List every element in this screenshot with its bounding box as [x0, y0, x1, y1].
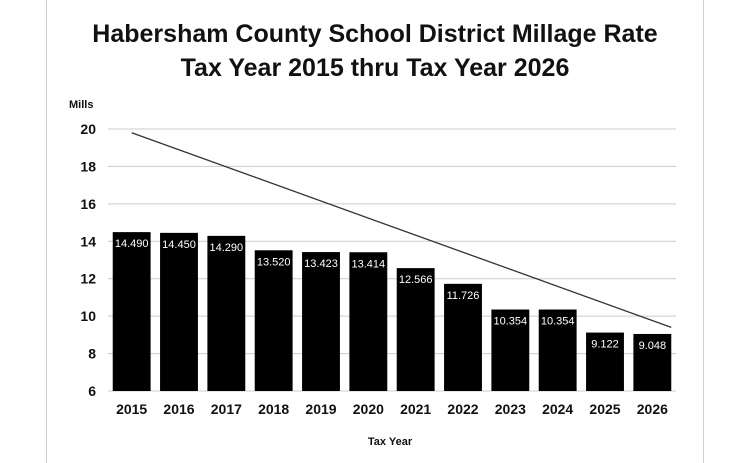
- bar-value-labels: 14.490 14.450 14.290 13.520 13.423 13.414 12.5…: [115, 238, 666, 352]
- bar-2020: [349, 252, 388, 391]
- x-tick-label-2020: 2020: [353, 401, 384, 417]
- bar-label-2017: 14.290: [210, 242, 244, 254]
- trend-line: [131, 132, 672, 328]
- bar-2022: [444, 283, 482, 391]
- bar-2017: [207, 235, 246, 391]
- bar-label-2022: 11.726: [447, 290, 480, 302]
- x-axis-ticks: 2015 2016 2017 2018 2019 2020 2021 2022 2023 2024…: [116, 401, 668, 417]
- x-axis-title: Tax Year: [368, 436, 413, 448]
- trend-line-segment: [131, 132, 672, 328]
- bar-2024: [538, 309, 577, 391]
- bar-label-2026: 9.048: [639, 340, 667, 352]
- bar-label-2019: 13.423: [304, 258, 338, 270]
- x-tick-label-2018: 2018: [258, 401, 289, 417]
- bar-2021: [396, 268, 435, 391]
- y-tick-label-8: 8: [88, 346, 96, 362]
- bar-2023: [491, 309, 530, 391]
- y-tick-label-6: 6: [88, 383, 96, 399]
- y-tick-label-20: 20: [80, 121, 96, 137]
- x-tick-label-2021: 2021: [400, 401, 431, 417]
- y-tick-label-12: 12: [80, 271, 96, 287]
- bar-label-2016: 14.450: [162, 239, 196, 251]
- bar-2015: [112, 232, 151, 391]
- bar-label-2015: 14.490: [115, 238, 149, 250]
- x-tick-label-2016: 2016: [163, 401, 194, 417]
- x-tick-label-2017: 2017: [211, 401, 242, 417]
- x-tick-label-2026: 2026: [637, 401, 668, 417]
- y-tick-label-10: 10: [80, 308, 96, 324]
- x-tick-label-2025: 2025: [589, 401, 620, 417]
- y-tick-label-14: 14: [80, 233, 96, 249]
- bar-label-2025: 9.122: [591, 339, 619, 351]
- bar-label-2024: 10.354: [541, 316, 575, 328]
- chart-title: Habersham County School District Millage…: [92, 20, 658, 48]
- bar-2019: [302, 252, 340, 391]
- bars: [112, 232, 672, 391]
- y-tick-label-16: 16: [80, 196, 96, 212]
- bar-2016: [160, 232, 198, 391]
- bar-label-2018: 13.520: [257, 256, 291, 268]
- bar-2026: [633, 333, 672, 391]
- bar-2018: [254, 250, 293, 391]
- y-tick-label-18: 18: [80, 158, 96, 174]
- y-axis-ticks: 6 8 10 12 14 16 18 20: [80, 121, 96, 399]
- y-axis-title: Mills: [69, 99, 93, 111]
- x-tick-label-2019: 2019: [305, 401, 336, 417]
- bar-label-2023: 10.354: [494, 316, 528, 328]
- x-tick-label-2015: 2015: [116, 401, 147, 417]
- frame-left-border: [46, 0, 47, 463]
- x-tick-label-2022: 2022: [447, 401, 478, 417]
- bar-label-2020: 13.414: [352, 258, 386, 270]
- chart-subtitle: Tax Year 2015 thru Tax Year 2026: [180, 54, 570, 82]
- bar-label-2021: 12.566: [399, 274, 433, 286]
- gridlines: [108, 128, 676, 392]
- bar-2025: [586, 332, 624, 391]
- frame-right-border: [703, 0, 704, 463]
- x-tick-label-2023: 2023: [495, 401, 526, 417]
- x-tick-label-2024: 2024: [542, 401, 573, 417]
